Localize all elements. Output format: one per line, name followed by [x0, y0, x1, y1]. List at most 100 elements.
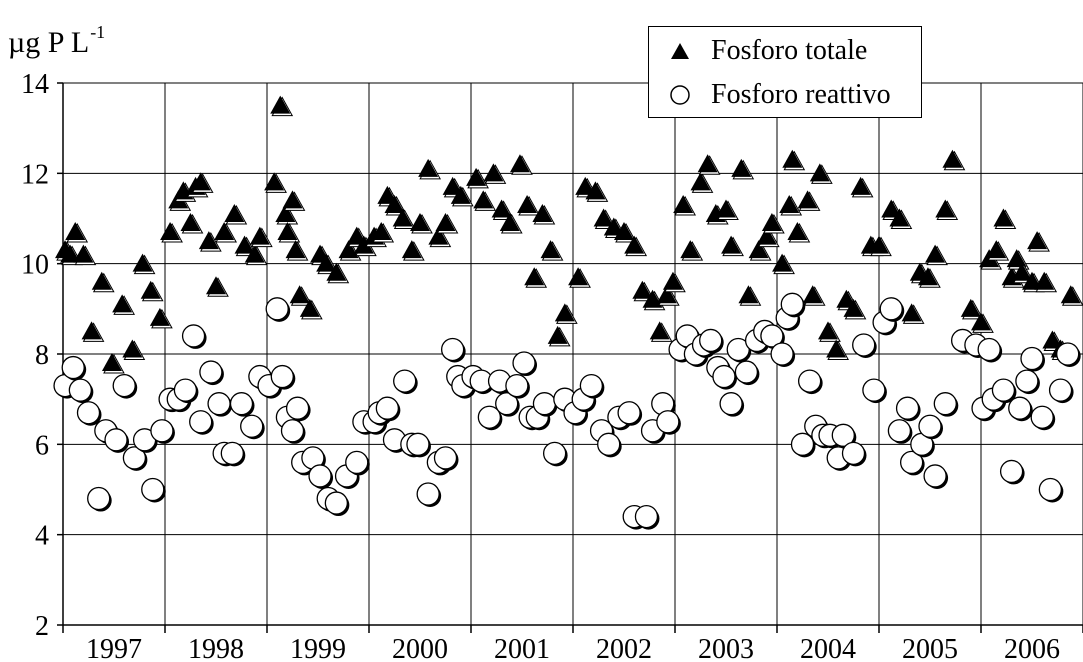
circle-point [393, 369, 417, 393]
triangle-point [593, 208, 614, 227]
circle-point [991, 378, 1016, 402]
triangle-point [787, 222, 808, 241]
triangle-point [826, 339, 847, 358]
triangle-point [731, 158, 752, 177]
circle-point [1030, 405, 1054, 429]
triangle-point [850, 176, 871, 195]
triangle-point [299, 298, 320, 317]
triangle-point [697, 154, 718, 173]
legend: Fosforo totale Fosforo reattivo [648, 26, 922, 118]
circle-point [999, 459, 1024, 484]
triangle-point [285, 240, 306, 259]
triangle-point [392, 208, 413, 227]
circle-point [512, 351, 536, 375]
triangle-point [568, 267, 589, 286]
circle-point [634, 504, 659, 529]
triangle-point [656, 285, 677, 304]
triangle-point [244, 244, 265, 263]
triangle-point [889, 208, 910, 227]
circle-point [308, 464, 332, 488]
triangle-point [509, 154, 530, 173]
x-tick-label: 1998 [188, 634, 244, 662]
triangle-point [435, 213, 456, 232]
circle-point [726, 337, 750, 362]
triangle-point [624, 235, 645, 254]
triangle-point [483, 163, 504, 182]
triangle-point [473, 190, 494, 209]
circle-point [505, 373, 529, 398]
circle-point [440, 337, 465, 362]
circle-point [1020, 346, 1044, 371]
y-tick-label: 8 [35, 340, 49, 371]
triangle-point [642, 289, 663, 308]
triangle-point [935, 199, 956, 218]
triangle-point [738, 285, 759, 304]
triangle-point [524, 267, 545, 286]
triangle-point [275, 203, 296, 222]
circle-point [1015, 369, 1039, 393]
circle-point [375, 396, 400, 420]
triangle-point [73, 244, 94, 263]
triangle-point [418, 158, 439, 177]
triangle-point [499, 213, 520, 232]
triangle-point [122, 339, 143, 358]
triangle-point [277, 222, 298, 241]
circle-marker-icon [665, 84, 695, 106]
x-tick-label: 1997 [86, 634, 142, 662]
triangle-point [160, 222, 181, 241]
circle-point [207, 392, 231, 416]
circle-point [280, 419, 305, 443]
triangle-point [662, 271, 683, 290]
x-tick-label: 2005 [902, 634, 958, 662]
triangle-point [180, 213, 201, 232]
circle-point [734, 360, 759, 384]
circle-point [831, 423, 855, 447]
triangle-point [802, 285, 823, 304]
triangle-point [901, 303, 922, 322]
x-tick-label: 2006 [1004, 634, 1060, 662]
circle-point [220, 441, 244, 466]
circle-point [770, 342, 794, 366]
triangle-point [112, 294, 133, 313]
circle-point [597, 432, 621, 456]
circle-point [862, 378, 886, 402]
circle-point [265, 297, 289, 321]
circle-point [879, 297, 903, 321]
circle-point [229, 392, 254, 416]
triangle-point [101, 353, 122, 372]
circle-point [240, 414, 264, 438]
triangle-point [942, 149, 963, 168]
triangle-point [401, 240, 422, 259]
circle-point [760, 324, 784, 348]
triangle-point [649, 321, 670, 340]
circle-point [887, 419, 912, 443]
triangle-point [517, 194, 538, 213]
circle-point [656, 410, 680, 434]
triangle-point [532, 203, 553, 222]
y-axis-label: µg P L-1 [8, 22, 105, 60]
triangle-point [466, 167, 487, 186]
triangle-marker-icon [665, 42, 695, 60]
x-tick-label: 2000 [392, 634, 448, 662]
x-tick-label: 1999 [290, 634, 346, 662]
circle-point [122, 446, 147, 470]
triangle-point [869, 235, 889, 254]
triangle-point [614, 222, 634, 241]
x-tick-label: 2002 [596, 634, 652, 662]
triangle-point [881, 199, 902, 218]
triangle-point [554, 303, 575, 322]
triangle-point [721, 235, 742, 254]
y-tick-label: 6 [35, 430, 49, 461]
triangle-point [224, 203, 245, 222]
circle-point [923, 464, 947, 488]
circle-point [416, 482, 440, 506]
triangle-point [690, 172, 711, 191]
y-tick-label: 2 [35, 611, 49, 642]
circle-point [617, 401, 641, 425]
circle-point [1048, 378, 1073, 402]
series-fosforo-totale [55, 95, 1083, 374]
circle-point [61, 355, 85, 380]
triangle-point [1034, 271, 1055, 290]
legend-item-fosforo-reattivo: Fosforo reattivo [665, 75, 891, 115]
triangle-point [206, 276, 226, 295]
